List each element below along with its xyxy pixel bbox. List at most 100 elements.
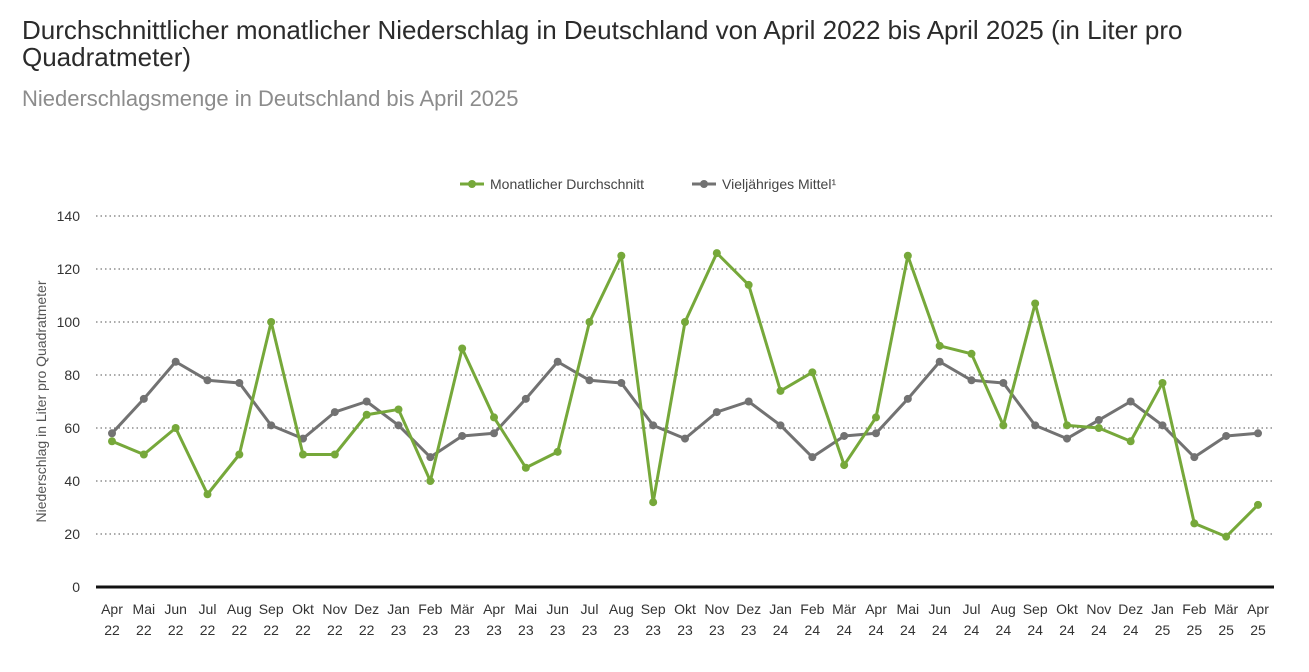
data-point (712, 249, 721, 258)
x-tick-label: Nov (322, 601, 347, 617)
x-tick-label: 23 (741, 622, 757, 638)
data-point (585, 318, 594, 326)
data-point (330, 408, 339, 417)
data-point (840, 431, 849, 440)
data-point (776, 386, 785, 395)
data-point (139, 394, 148, 403)
x-tick-label: 24 (1027, 622, 1043, 638)
x-tick-label: 23 (614, 622, 630, 638)
x-tick-label: 25 (1250, 622, 1266, 638)
data-point (1222, 431, 1231, 440)
x-tick-label: Jan (1151, 601, 1174, 617)
x-tick-label: Apr (1247, 601, 1269, 617)
x-tick-label: Dez (1118, 601, 1143, 617)
data-point (490, 429, 498, 438)
y-tick-label: 80 (64, 367, 80, 383)
data-point (426, 477, 435, 485)
data-point (776, 421, 785, 430)
data-point (903, 394, 912, 403)
data-point (872, 429, 880, 438)
data-point (1063, 434, 1071, 443)
x-tick-label: 24 (836, 622, 852, 638)
x-tick-label: Feb (800, 601, 824, 617)
data-point (362, 397, 371, 406)
x-tick-label: 23 (454, 622, 470, 638)
data-point (1190, 519, 1199, 528)
data-point (235, 450, 244, 459)
x-tick-label: 22 (136, 622, 152, 638)
data-point (394, 421, 403, 430)
data-point (1063, 421, 1071, 430)
x-tick-label: Jul (581, 601, 599, 617)
x-tick-label: 25 (1155, 622, 1171, 638)
x-tick-label: Nov (704, 601, 729, 617)
data-point (681, 318, 689, 326)
x-tick-label: 22 (327, 622, 343, 638)
data-point (617, 251, 626, 260)
data-point (267, 318, 276, 326)
x-tick-label: Sep (259, 601, 284, 617)
data-point (681, 434, 689, 443)
x-tick-label: Aug (227, 601, 252, 617)
x-tick-label: 24 (964, 622, 980, 638)
x-tick-label: Dez (736, 601, 761, 617)
x-tick-label: Apr (101, 601, 123, 617)
data-point (935, 341, 944, 350)
x-tick-label: Jul (963, 601, 981, 617)
data-point (1254, 500, 1262, 509)
data-point (108, 429, 116, 438)
data-point (1126, 397, 1135, 406)
x-tick-label: 23 (677, 622, 693, 638)
x-tick-label: Sep (641, 601, 666, 617)
data-point (171, 357, 180, 366)
data-point (521, 394, 530, 403)
x-tick-label: Jan (387, 601, 410, 617)
x-tick-label: Feb (418, 601, 442, 617)
x-tick-label: Jul (199, 601, 217, 617)
x-tick-label: Apr (865, 601, 887, 617)
y-tick-label: 0 (72, 579, 80, 595)
data-point (999, 378, 1008, 387)
y-tick-label: 60 (64, 420, 80, 436)
legend-label: Vieljähriges Mittel¹ (722, 176, 836, 192)
data-point (330, 450, 339, 459)
data-point (426, 453, 435, 462)
x-tick-label: 23 (645, 622, 661, 638)
x-tick-label: Mai (133, 601, 156, 617)
data-point (617, 378, 626, 387)
x-tick-label: 24 (773, 622, 789, 638)
x-tick-label: Jun (546, 601, 569, 617)
x-tick-label: 24 (1091, 622, 1107, 638)
data-point (203, 376, 212, 385)
x-tick-label: 23 (486, 622, 502, 638)
x-tick-label: 22 (263, 622, 279, 638)
x-tick-label: Mär (450, 601, 474, 617)
x-tick-label: 22 (168, 622, 184, 638)
y-tick-label: 20 (64, 526, 80, 542)
data-point (967, 349, 976, 358)
x-tick-label: Sep (1023, 601, 1048, 617)
x-tick-label: 24 (805, 622, 821, 638)
chart-subtitle: Niederschlagsmenge in Deutschland bis Ap… (22, 86, 519, 111)
x-tick-label: 24 (900, 622, 916, 638)
x-tick-label: 23 (582, 622, 598, 638)
data-point (267, 421, 276, 430)
x-tick-label: Nov (1086, 601, 1111, 617)
x-tick-label: Aug (609, 601, 634, 617)
data-point (872, 413, 880, 422)
legend-label: Monatlicher Durchschnitt (490, 176, 644, 192)
x-tick-label: 23 (709, 622, 725, 638)
x-tick-label: Feb (1182, 601, 1206, 617)
x-tick-label: 24 (868, 622, 884, 638)
x-tick-label: 24 (996, 622, 1012, 638)
legend-marker (468, 180, 476, 188)
x-tick-label: Jan (769, 601, 792, 617)
x-tick-label: Aug (991, 601, 1016, 617)
data-point (553, 447, 562, 456)
x-tick-label: 25 (1187, 622, 1203, 638)
data-point (394, 405, 403, 414)
data-point (903, 251, 912, 260)
data-point (521, 463, 530, 472)
data-point (744, 280, 753, 289)
data-point (1222, 532, 1231, 541)
